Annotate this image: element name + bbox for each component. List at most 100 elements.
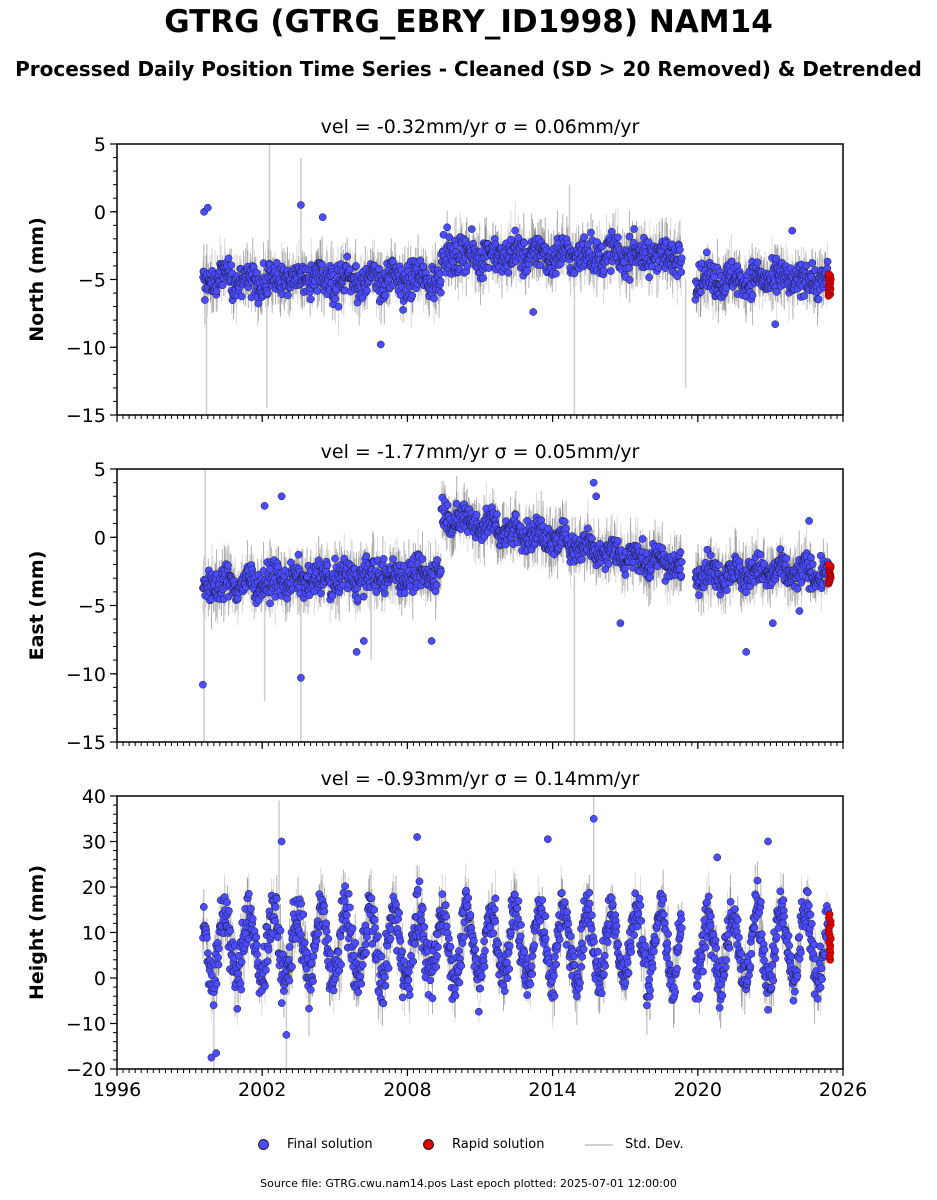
data-point-final	[284, 291, 292, 300]
data-point-final	[443, 501, 452, 509]
data-point-final	[277, 492, 286, 501]
chart-canvas: 5 0 −5 −10 −15 North (mm) vel = -0.32mm/yr σ =…	[26, 116, 867, 1101]
data-point-final	[599, 267, 608, 275]
y-tick-label: −15	[66, 405, 106, 427]
data-point-final	[323, 561, 332, 570]
data-point-final	[224, 561, 232, 570]
data-point-final	[523, 266, 532, 275]
data-point-final	[760, 560, 768, 568]
data-point-final	[676, 245, 684, 254]
y-tick-label: −5	[78, 270, 106, 292]
data-point-final	[587, 228, 595, 237]
data-point-final	[511, 511, 520, 519]
data-point-final	[467, 225, 476, 233]
data-point-final	[714, 561, 723, 569]
data-point-final	[507, 235, 515, 244]
data-point-final	[588, 534, 596, 543]
data-point-final	[297, 673, 305, 682]
chart-subtitle: Processed Daily Position Time Series - C…	[15, 57, 922, 81]
data-point-final	[472, 511, 481, 519]
y-tick-label: −10	[66, 337, 106, 359]
y-axis-label: North (mm)	[26, 217, 48, 342]
data-point-final	[352, 262, 360, 270]
panel-north: 5 0 −5 −10 −15 North (mm) vel = -0.32mm/yr σ =…	[26, 116, 844, 427]
data-point-final	[359, 637, 368, 645]
data-point-final	[445, 233, 454, 242]
data-point-final	[776, 545, 785, 554]
data-point-final	[552, 269, 560, 278]
y-tick-label: 5	[94, 134, 106, 156]
data-point-final	[695, 591, 703, 600]
data-point-final	[788, 226, 797, 235]
data-point-final	[433, 556, 441, 564]
chart-title: GTRG (GTRG_EBRY_ID1998) NAM14	[164, 4, 773, 40]
data-point-final	[645, 273, 653, 282]
data-point-final	[419, 262, 428, 271]
data-point-rapid	[824, 270, 833, 278]
data-point-final	[782, 554, 791, 563]
data-point-final	[201, 296, 209, 304]
data-point-final	[607, 267, 615, 275]
data-point-final	[331, 295, 340, 303]
data-point-final	[753, 258, 762, 267]
data-point-final	[504, 268, 513, 277]
data-point-final	[584, 524, 592, 533]
data-point-final	[560, 517, 569, 526]
data-point-final	[607, 227, 616, 236]
data-point-final	[263, 289, 272, 298]
data-point-final	[696, 288, 705, 296]
data-point-final	[418, 555, 427, 563]
data-point-final	[212, 287, 221, 296]
data-point-final	[614, 233, 622, 242]
data-point-final	[748, 291, 757, 300]
data-point-final	[224, 254, 233, 263]
data-point-final	[536, 261, 545, 270]
data-point-final	[297, 201, 305, 209]
data-point-final	[399, 306, 407, 314]
data-point-final	[199, 680, 207, 689]
data-point-final	[443, 223, 451, 232]
y-tick-label: 0	[94, 202, 106, 224]
data-point-final	[260, 502, 269, 510]
data-point-final	[676, 548, 685, 556]
data-point-final	[808, 560, 817, 568]
data-point-final	[416, 256, 425, 265]
data-point-final	[578, 555, 586, 564]
data-point-final	[493, 510, 501, 519]
data-point-final	[437, 288, 445, 297]
data-point-final	[381, 291, 390, 300]
data-point-final	[613, 536, 622, 545]
data-point-final	[570, 269, 579, 278]
data-point-final	[379, 555, 388, 563]
data-point-final	[274, 562, 282, 571]
data-point-final	[702, 248, 711, 257]
data-point-final	[592, 492, 601, 501]
data-point-final	[756, 550, 765, 559]
data-point-final	[814, 295, 823, 304]
data-point-final	[431, 587, 440, 596]
data-point-final	[203, 203, 212, 212]
data-point-final	[771, 320, 780, 329]
data-point-final	[362, 552, 371, 561]
data-point-final	[710, 273, 719, 281]
data-point-final	[638, 535, 647, 543]
data-point-final	[677, 571, 686, 580]
data-point-final	[479, 274, 487, 282]
data-point-final	[625, 232, 634, 241]
data-point-final	[677, 254, 686, 263]
data-point-final	[427, 637, 436, 645]
data-point-final	[266, 599, 274, 608]
data-point-final	[430, 294, 438, 303]
data-point-final	[227, 261, 236, 270]
data-point-final	[437, 567, 445, 576]
data-point-final	[793, 585, 802, 593]
data-point-final	[463, 262, 472, 270]
data-point-final	[218, 281, 227, 289]
panel-title: vel = -0.32mm/yr σ = 0.06mm/yr	[321, 116, 640, 138]
plot-area-north	[199, 144, 835, 415]
data-point-final	[389, 555, 397, 563]
plot-area-east	[199, 469, 835, 742]
data-point-final	[706, 551, 715, 559]
data-point-final	[658, 544, 667, 552]
data-point-final	[334, 302, 343, 311]
